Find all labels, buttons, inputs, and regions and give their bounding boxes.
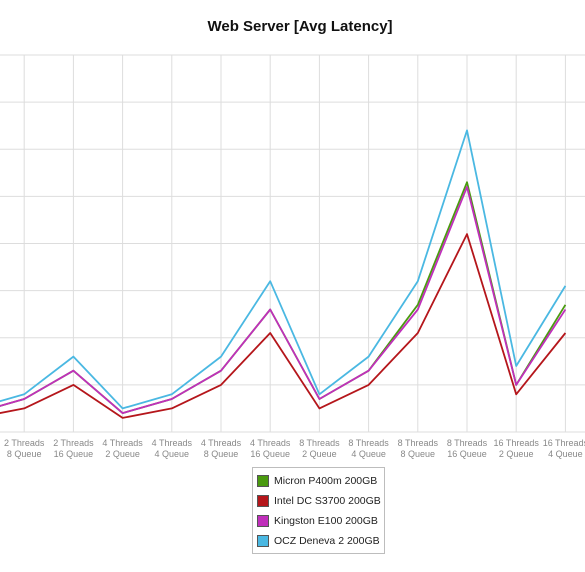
legend-item: Intel DC S3700 200GB [257,491,381,511]
legend-swatch [257,535,269,547]
legend-swatch [257,495,269,507]
x-tick-label: 16 Threads 2 Queue [494,438,540,459]
x-tick-label: 4 Threads 4 Queue [152,438,193,459]
chart-grid [0,54,585,433]
legend-item: OCZ Deneva 2 200GB [257,531,380,551]
legend-label: Micron P400m 200GB [274,475,378,487]
x-tick-label: 4 Threads 2 Queue [102,438,143,459]
legend-swatch [257,475,269,487]
series-layer [0,129,567,419]
series-line-kingston-e100-200gb [0,185,567,415]
x-tick-label: 2 Threads 8 Queue [4,438,45,459]
x-tick-label: 16 Threads 4 Queue [543,438,585,459]
series-line-ocz-deneva-2-200gb [0,129,567,410]
x-tick-label: 4 Threads 8 Queue [201,438,242,459]
x-tick-label: 8 Threads 4 Queue [348,438,389,459]
x-tick-label: 8 Threads 2 Queue [299,438,340,459]
chart-title: Web Server [Avg Latency] [207,18,393,35]
legend-label: Kingston E100 200GB [274,515,378,527]
x-tick-label: 8 Threads 16 Queue [447,438,488,459]
chart-legend: Micron P400m 200GB Intel DC S3700 200GB Ki… [252,467,385,554]
x-tick-label: 2 Threads 16 Queue [53,438,94,459]
x-tick-label: 4 Threads 16 Queue [250,438,291,459]
series-line-micron-p400m-200gb [0,181,567,415]
legend-swatch [257,515,269,527]
x-tick-label: 8 Threads 8 Queue [398,438,439,459]
legend-item: Kingston E100 200GB [257,511,380,531]
series-line-intel-dc-s3700-200gb [0,233,567,419]
legend-label: Intel DC S3700 200GB [274,495,381,507]
legend-item: Micron P400m 200GB [257,471,380,491]
legend-label: OCZ Deneva 2 200GB [274,535,380,547]
